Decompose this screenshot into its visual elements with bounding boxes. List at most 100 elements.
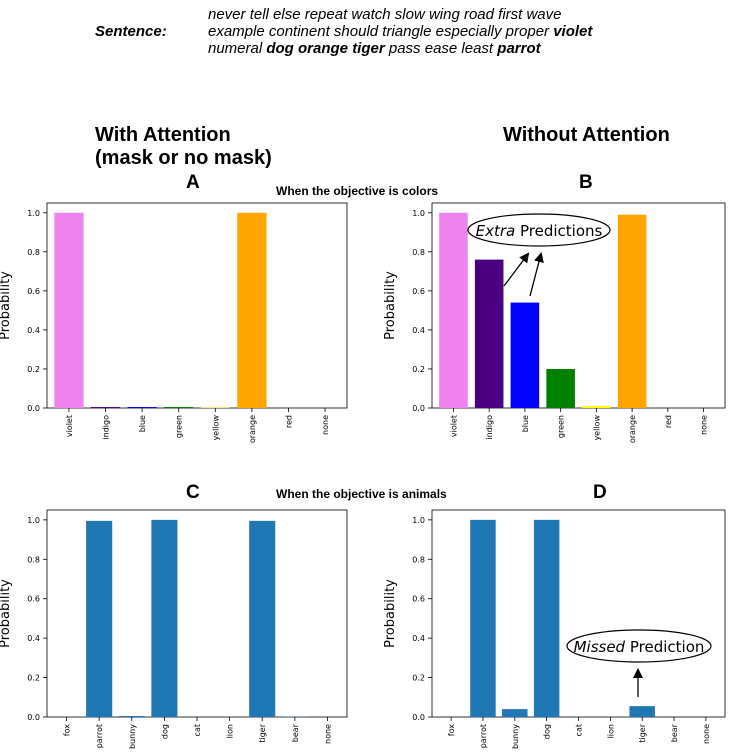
- bar-blue: [510, 302, 540, 408]
- y-axis-label: Probability: [383, 579, 398, 648]
- y-tick-label: 1.0: [412, 209, 425, 218]
- y-tick-label: 0.2: [412, 365, 425, 374]
- y-tick-label: 1.0: [412, 516, 425, 525]
- x-tick-label-none: none: [700, 415, 709, 435]
- bar-orange: [617, 214, 647, 408]
- panel-title-b: B: [579, 172, 593, 193]
- sentence-line-3-segment-1: dog orange tiger: [266, 40, 385, 57]
- x-tick-label-fox: fox: [63, 724, 72, 736]
- y-tick-label: 0.8: [27, 248, 40, 257]
- objective-colors-caption: When the objective is colors: [276, 184, 439, 198]
- y-tick-label: 0.2: [27, 365, 40, 374]
- x-tick-label-orange: orange: [248, 415, 257, 443]
- x-tick-label-tiger: tiger: [638, 723, 647, 742]
- missed-prediction-ellipse: [566, 629, 712, 663]
- x-tick-label-indigo: indigo: [102, 415, 111, 440]
- extra-arrow-indigo: [503, 252, 530, 287]
- plot-frame: [46, 202, 348, 409]
- bar-violet: [54, 212, 84, 408]
- panel-title-d: D: [593, 482, 607, 503]
- x-tick-label-orange: orange: [628, 415, 637, 443]
- bar-yellow: [582, 406, 611, 408]
- panel-title-a: A: [186, 172, 200, 193]
- y-axis-label: Probability: [0, 271, 13, 340]
- bar-green: [546, 368, 575, 408]
- x-tick-label-lion: lion: [226, 724, 235, 738]
- y-tick-label: 0.4: [27, 634, 40, 643]
- y-tick-label: 0.4: [412, 634, 425, 643]
- with-attention-title: With Attention (mask or no mask): [95, 124, 272, 170]
- y-tick-label: 0.4: [412, 326, 425, 335]
- sentence-line-2-segment-0: example continent should triangle especi…: [208, 23, 554, 40]
- bar-orange: [237, 212, 267, 408]
- bar-dog: [151, 519, 178, 717]
- bar-parrot: [470, 519, 496, 717]
- sentence-line-2: example continent should triangle especi…: [208, 23, 592, 40]
- x-tick-label-green: green: [557, 415, 566, 438]
- y-tick-label: 0.2: [27, 674, 40, 683]
- x-tick-label-tiger: tiger: [258, 723, 267, 742]
- y-tick-label: 0.8: [412, 555, 425, 564]
- y-tick-label: 0.0: [412, 713, 425, 722]
- x-tick-label-violet: violet: [65, 415, 74, 437]
- y-tick-label: 0.6: [27, 595, 40, 604]
- x-tick-label-dog: dog: [160, 724, 169, 739]
- sentence-line-3-segment-2: pass ease least: [384, 40, 498, 57]
- bar-parrot: [86, 520, 113, 717]
- x-tick-label-bunny: bunny: [511, 724, 520, 749]
- plot-frame: [431, 202, 726, 409]
- bar-indigo: [90, 407, 121, 408]
- y-tick-label: 0.0: [27, 713, 40, 722]
- x-tick-label-red: red: [664, 415, 673, 428]
- x-tick-label-red: red: [284, 415, 293, 428]
- missed-prediction-italic: Missed: [574, 638, 626, 656]
- x-tick-label-lion: lion: [606, 724, 615, 738]
- extra-arrow-blue: [529, 252, 544, 297]
- x-tick-label-green: green: [175, 415, 184, 438]
- x-tick-label-none: none: [323, 724, 332, 744]
- without-attention-title: Without Attention: [503, 124, 670, 146]
- missed-prediction-rest: Prediction: [625, 638, 704, 656]
- y-tick-label: 0.0: [27, 404, 40, 413]
- y-tick-label: 0.6: [27, 287, 40, 296]
- y-tick-label: 1.0: [27, 516, 40, 525]
- bar-tiger: [629, 706, 655, 717]
- with-attention-title-line2: (mask or no mask): [95, 147, 272, 169]
- with-attention-title-line1: With Attention: [95, 124, 231, 146]
- sentence-line-3: numeral dog orange tiger pass ease least…: [208, 40, 541, 57]
- x-tick-label-cat: cat: [193, 724, 202, 736]
- y-tick-label: 0.6: [412, 595, 425, 604]
- extra-predictions-ellipse: [467, 213, 611, 247]
- y-tick-label: 0.8: [412, 248, 425, 257]
- chart-colors-with-attention: 0.0 0.2 0.4 0.6 0.8 1.0 violet indigo blue green y…: [0, 202, 348, 443]
- extra-predictions-label: Extra Predictions: [476, 222, 603, 240]
- x-tick-label-yellow: yellow: [592, 415, 601, 441]
- chart-animals-without-attention: 0.0 0.2 0.4 0.6 0.8 1.0 fox parrot bunny dog cat li…: [383, 509, 726, 749]
- x-tick-label-bear: bear: [670, 723, 679, 742]
- sentence-line-3-segment-0: numeral: [208, 40, 267, 57]
- y-tick-label: 0.6: [412, 287, 425, 296]
- x-tick-label-yellow: yellow: [211, 415, 220, 441]
- panel-title-c: C: [186, 482, 200, 503]
- x-tick-label-bear: bear: [291, 723, 300, 742]
- chart-animals-with-attention: 0.0 0.2 0.4 0.6 0.8 1.0 fox parrot bunny dog cat li…: [0, 509, 348, 749]
- bar-bunny: [118, 716, 145, 717]
- y-tick-label: 0.2: [412, 674, 425, 683]
- objective-animals-caption: When the objective is animals: [276, 487, 447, 501]
- bar-indigo: [474, 259, 504, 408]
- y-tick-label: 0.4: [27, 326, 40, 335]
- chart-colors-without-attention: 0.0 0.2 0.4 0.6 0.8 1.0 violet indigo blue green y…: [383, 202, 726, 443]
- bar-bunny: [502, 709, 528, 717]
- bar-tiger: [249, 520, 276, 717]
- sentence-line-2-segment-1: violet: [553, 23, 593, 40]
- extra-predictions-rest: Predictions: [515, 222, 602, 240]
- x-tick-label-none: none: [321, 415, 330, 435]
- y-axis-label: Probability: [0, 579, 13, 648]
- sentence-line-3-segment-3: parrot: [497, 40, 541, 57]
- sentence-line-1: never tell else repeat watch slow wing r…: [208, 6, 562, 23]
- x-tick-label-bunny: bunny: [128, 724, 137, 749]
- bar-green: [164, 407, 194, 408]
- bar-dog: [533, 519, 560, 717]
- bar-blue: [127, 407, 157, 408]
